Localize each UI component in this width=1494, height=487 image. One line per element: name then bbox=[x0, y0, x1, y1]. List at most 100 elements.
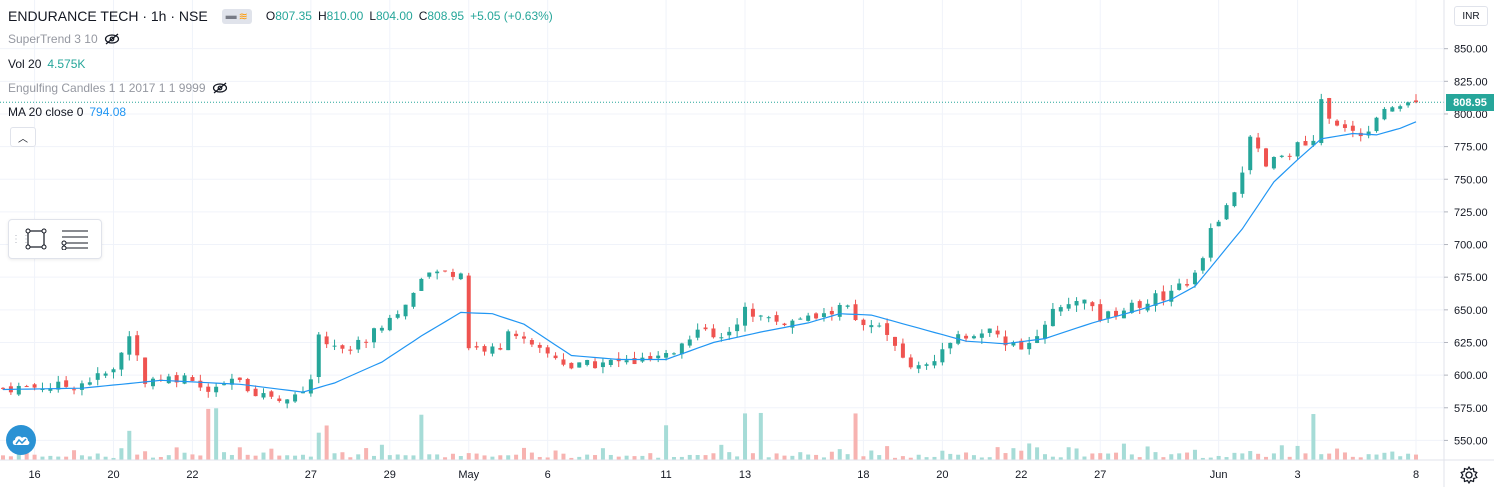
candle-body bbox=[277, 398, 282, 402]
volume-bar bbox=[774, 453, 779, 460]
volume-bar bbox=[222, 452, 227, 460]
volume-bar bbox=[79, 455, 84, 460]
candle-body bbox=[1398, 106, 1403, 109]
candle-body bbox=[648, 356, 653, 360]
open-value: 807.35 bbox=[275, 9, 312, 23]
time-axis[interactable]: 16 20 22 27 29 May 6 11 13 18 20 22 27 Jun 3 8 bbox=[0, 459, 1494, 481]
candle-body bbox=[1177, 283, 1182, 290]
volume-bar bbox=[1414, 454, 1418, 460]
time-tick-label: 29 bbox=[384, 469, 396, 481]
volume-bar bbox=[971, 455, 976, 460]
supertrend-label: SuperTrend 3 10 bbox=[8, 32, 98, 46]
candle-body bbox=[853, 304, 858, 321]
candle-body bbox=[293, 394, 298, 402]
time-tick-label: 22 bbox=[1015, 469, 1027, 481]
volume-bar bbox=[1169, 454, 1174, 460]
volume-bar bbox=[1003, 453, 1008, 460]
candle-body bbox=[135, 335, 140, 356]
candle-body bbox=[269, 391, 274, 397]
volume-bar bbox=[521, 447, 526, 460]
candle-body bbox=[837, 304, 842, 317]
volume-bar bbox=[569, 457, 574, 460]
candle-body bbox=[1137, 301, 1142, 308]
candle-body bbox=[995, 330, 1000, 335]
candle-body bbox=[569, 362, 574, 369]
volume-bar bbox=[1027, 443, 1032, 460]
candle-body bbox=[119, 352, 124, 370]
volume-bar bbox=[482, 455, 487, 460]
rectangle-tool-button[interactable] bbox=[19, 222, 53, 256]
volume-bar bbox=[356, 454, 361, 460]
supertrend-legend[interactable]: SuperTrend 3 10 bbox=[8, 32, 120, 46]
currency-button[interactable]: INR bbox=[1454, 6, 1488, 26]
symbol-title[interactable]: ENDURANCE TECH · 1h · NSE bbox=[8, 8, 208, 24]
time-tick-label: 18 bbox=[857, 469, 869, 481]
vol-value: 4.575K bbox=[47, 57, 86, 71]
volume-bar bbox=[1137, 457, 1142, 460]
volume-bar bbox=[411, 455, 416, 460]
volume-bar bbox=[1161, 457, 1166, 460]
volume-bar bbox=[695, 454, 700, 460]
volume-bar bbox=[758, 412, 763, 460]
volume-bar bbox=[1335, 448, 1340, 460]
engulfing-legend[interactable]: Engulfing Candles 1 1 2017 1 1 9999 bbox=[8, 81, 228, 95]
volume-bar bbox=[1066, 447, 1071, 460]
candle-body bbox=[1208, 228, 1213, 258]
lines-tool-button[interactable] bbox=[53, 222, 97, 256]
rectangle-icon bbox=[25, 228, 47, 250]
chevron-up-icon: ︿ bbox=[18, 133, 28, 145]
tradingview-logo[interactable] bbox=[6, 425, 36, 455]
volume-bar bbox=[435, 454, 440, 460]
volume-bar bbox=[64, 456, 69, 460]
candle-body bbox=[419, 278, 424, 291]
cloud-icon bbox=[12, 436, 30, 445]
drawing-toolbar[interactable]: ⋮⋮ bbox=[8, 219, 102, 259]
volume-bar bbox=[853, 413, 858, 460]
volume-bar bbox=[466, 453, 471, 460]
low-label: L bbox=[369, 9, 376, 23]
volume-bar bbox=[1019, 450, 1024, 460]
collapse-legend-button[interactable]: ︿ bbox=[10, 127, 36, 147]
candle-body bbox=[403, 304, 408, 317]
gear-icon[interactable] bbox=[1459, 465, 1479, 485]
candle-body bbox=[111, 369, 116, 373]
hidden-eye-icon[interactable] bbox=[104, 33, 120, 45]
price-tick-label: 700.00 bbox=[1454, 240, 1488, 252]
candle-body bbox=[608, 359, 613, 365]
candle-body bbox=[687, 339, 692, 346]
volume-bar bbox=[1398, 456, 1403, 460]
candle-body bbox=[1232, 192, 1237, 207]
candle-body bbox=[379, 327, 384, 331]
candle-body bbox=[348, 349, 353, 351]
candle-body bbox=[719, 337, 724, 339]
volume-bar bbox=[269, 448, 274, 460]
candle-body bbox=[932, 361, 937, 366]
candle-body bbox=[845, 305, 850, 307]
candle-body bbox=[1406, 102, 1411, 106]
volume-bar bbox=[395, 454, 400, 460]
candle-body bbox=[1342, 124, 1347, 128]
candle-body bbox=[190, 377, 195, 381]
candle-body bbox=[253, 388, 258, 397]
volume-bar bbox=[727, 452, 732, 460]
volume-bar bbox=[206, 408, 211, 460]
candle-body bbox=[237, 377, 242, 380]
candle-body bbox=[1390, 107, 1395, 112]
volume-bar bbox=[1366, 454, 1371, 460]
symbol-status-pill[interactable]: ▬ ≋ bbox=[221, 8, 252, 24]
volume-bar bbox=[1035, 447, 1040, 460]
volume-bar bbox=[814, 454, 819, 460]
volume-bar bbox=[490, 456, 495, 460]
price-axis[interactable]: 550.00 575.00 600.00 625.00 650.00 675.00 700.… bbox=[1443, 0, 1488, 487]
drag-handle-icon[interactable]: ⋮⋮ bbox=[11, 233, 31, 245]
volume-bar bbox=[348, 457, 353, 460]
ma-legend[interactable]: MA 20 close 0 794.08 bbox=[8, 105, 126, 119]
hidden-eye-icon[interactable] bbox=[212, 82, 228, 94]
change-value: +5.05 (+0.63%) bbox=[470, 9, 553, 23]
candle-body bbox=[877, 325, 882, 327]
candle-body bbox=[1295, 142, 1300, 157]
wave-icon: ≋ bbox=[238, 10, 248, 23]
volume-legend[interactable]: Vol 20 4.575K bbox=[8, 57, 85, 71]
volume-bar bbox=[719, 444, 724, 460]
